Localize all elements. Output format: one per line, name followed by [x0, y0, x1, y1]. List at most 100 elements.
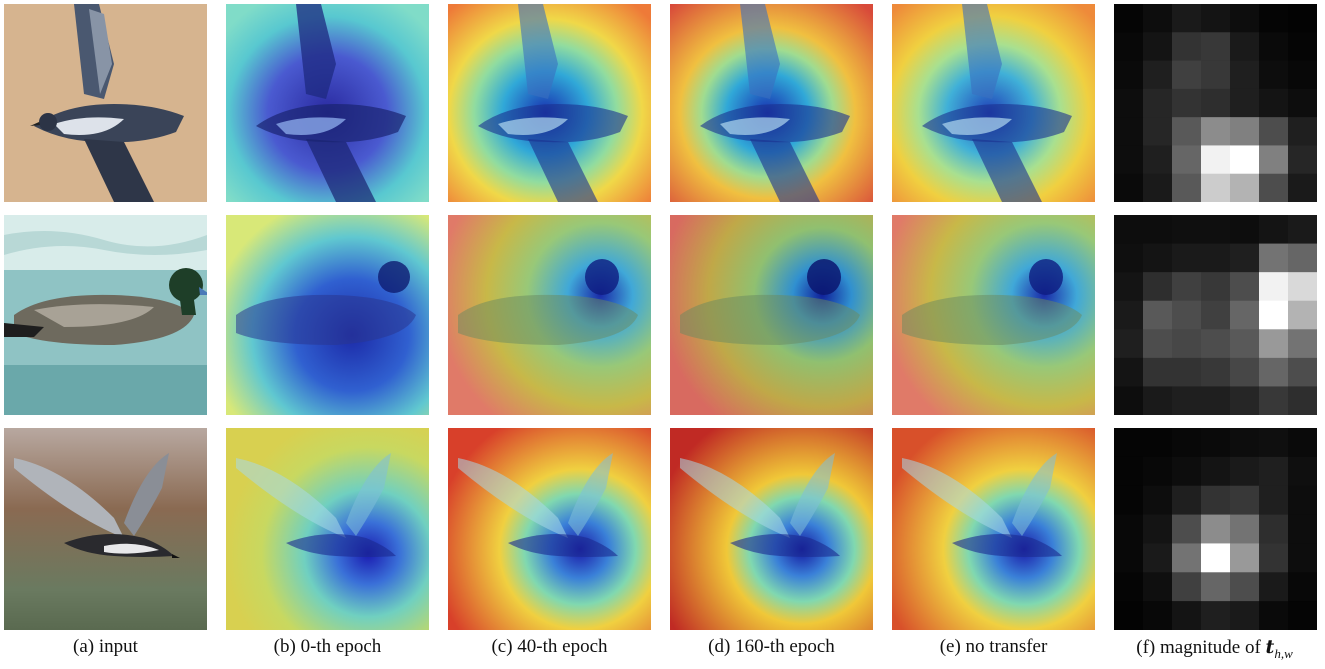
magnitude-cell-row1-4-2	[1172, 117, 1202, 146]
magnitude-cell-row2-3-4	[1230, 300, 1260, 330]
magnitude-cell-row1-3-3	[1201, 88, 1231, 118]
magnitude-cell-row2-4-3	[1201, 329, 1231, 359]
magnitude-cell-row2-2-0	[1114, 272, 1144, 301]
magnitude-cell-row2-2-5	[1259, 272, 1289, 301]
magnitude-cell-row2-0-4	[1230, 215, 1260, 244]
heatmap-bird-3-epoch-0	[226, 428, 429, 630]
magnitude-cell-row3-3-0	[1114, 514, 1144, 544]
magnitude-cell-row1-5-4	[1230, 145, 1260, 174]
magnitude-cell-row1-4-5	[1259, 117, 1289, 146]
magnitude-cell-row3-1-4	[1230, 456, 1260, 487]
magnitude-cell-row3-6-1	[1143, 601, 1173, 630]
magnitude-cell-row2-5-1	[1143, 357, 1173, 387]
caption-magnitude-subscript: h,w	[1274, 645, 1293, 661]
heatmap-bird-3-epoch-40	[448, 428, 651, 630]
magnitude-cell-row3-6-3	[1201, 601, 1231, 630]
magnitude-cell-row2-3-0	[1114, 300, 1144, 330]
magnitude-cell-row3-5-5	[1259, 572, 1289, 602]
input-image-duck	[4, 215, 207, 415]
magnitude-cell-row1-0-1	[1143, 4, 1173, 33]
magnitude-cell-row3-0-3	[1201, 428, 1231, 458]
magnitude-cell-row1-5-1	[1143, 145, 1173, 174]
magnitude-cell-row3-0-1	[1143, 428, 1173, 458]
magnitude-cell-row1-5-5	[1259, 145, 1289, 174]
magnitude-cell-row1-1-4	[1230, 32, 1260, 61]
caption-epoch-0: (b) 0-th epoch	[273, 636, 382, 657]
magnitude-cell-row2-4-1	[1143, 329, 1173, 359]
magnitude-cell-row3-2-6	[1288, 485, 1317, 515]
magnitude-cell-row1-0-2	[1172, 4, 1202, 33]
magnitude-cell-row3-2-4	[1230, 485, 1260, 515]
magnitude-cell-row2-5-4	[1230, 357, 1260, 387]
magnitude-cell-row3-4-1	[1143, 543, 1173, 573]
magnitude-cell-row2-2-4	[1230, 272, 1260, 301]
magnitude-cell-row1-0-3	[1201, 4, 1231, 33]
magnitude-cell-row3-1-0	[1114, 456, 1144, 487]
magnitude-cell-row3-3-3	[1201, 514, 1231, 544]
magnitude-cell-row3-3-1	[1143, 514, 1173, 544]
magnitude-cell-row3-2-1	[1143, 485, 1173, 515]
magnitude-cell-row3-1-1	[1143, 456, 1173, 487]
magnitude-map-row-1	[1114, 4, 1317, 202]
magnitude-cell-row2-2-2	[1172, 272, 1202, 301]
magnitude-cell-row3-1-3	[1201, 456, 1231, 487]
magnitude-cell-row1-5-3	[1201, 145, 1231, 174]
caption-epoch-40: (c) 40-th epoch	[491, 636, 608, 657]
magnitude-cell-row2-1-0	[1114, 243, 1144, 273]
magnitude-cell-row3-4-0	[1114, 543, 1144, 573]
magnitude-cell-row2-6-0	[1114, 386, 1144, 415]
magnitude-cell-row2-4-6	[1288, 329, 1317, 359]
magnitude-cell-row1-0-6	[1288, 4, 1317, 33]
magnitude-cell-row1-1-2	[1172, 32, 1202, 61]
magnitude-cell-row3-4-2	[1172, 543, 1202, 573]
magnitude-cell-row3-3-2	[1172, 514, 1202, 544]
magnitude-cell-row3-5-1	[1143, 572, 1173, 602]
heatmap-bird-1-epoch-0	[226, 4, 429, 202]
magnitude-cell-row1-6-3	[1201, 173, 1231, 202]
magnitude-cell-row2-1-5	[1259, 243, 1289, 273]
heatmap-bird-1-epoch-160	[670, 4, 873, 202]
magnitude-cell-row2-4-2	[1172, 329, 1202, 359]
magnitude-cell-row1-6-5	[1259, 173, 1289, 202]
magnitude-cell-row1-2-5	[1259, 60, 1289, 90]
magnitude-cell-row2-4-0	[1114, 329, 1144, 359]
magnitude-cell-row2-0-0	[1114, 215, 1144, 244]
magnitude-cell-row2-6-4	[1230, 386, 1260, 415]
magnitude-cell-row2-0-5	[1259, 215, 1289, 244]
magnitude-cell-row3-0-6	[1288, 428, 1317, 458]
magnitude-cell-row3-1-2	[1172, 456, 1202, 487]
magnitude-cell-row3-4-3	[1201, 543, 1231, 573]
magnitude-cell-row2-1-6	[1288, 243, 1317, 273]
magnitude-cell-row3-3-4	[1230, 514, 1260, 544]
magnitude-cell-row1-1-1	[1143, 32, 1173, 61]
magnitude-cell-row1-2-4	[1230, 60, 1260, 90]
magnitude-cell-row1-6-1	[1143, 173, 1173, 202]
magnitude-cell-row2-5-3	[1201, 357, 1231, 387]
magnitude-cell-row2-3-3	[1201, 300, 1231, 330]
magnitude-cell-row1-1-0	[1114, 32, 1144, 61]
heatmap-bird-3-no-transfer	[892, 428, 1095, 630]
magnitude-cell-row2-1-2	[1172, 243, 1202, 273]
magnitude-cell-row1-4-3	[1201, 117, 1231, 146]
magnitude-cell-row2-6-5	[1259, 386, 1289, 415]
magnitude-cell-row3-1-5	[1259, 456, 1289, 487]
magnitude-cell-row1-5-0	[1114, 145, 1144, 174]
magnitude-map-row-3	[1114, 428, 1317, 630]
magnitude-cell-row3-6-6	[1288, 601, 1317, 630]
magnitude-cell-row1-1-5	[1259, 32, 1289, 61]
magnitude-cell-row1-1-3	[1201, 32, 1231, 61]
magnitude-cell-row1-2-2	[1172, 60, 1202, 90]
magnitude-cell-row2-6-2	[1172, 386, 1202, 415]
magnitude-cell-row1-4-1	[1143, 117, 1173, 146]
magnitude-cell-row3-6-5	[1259, 601, 1289, 630]
magnitude-cell-row3-0-0	[1114, 428, 1144, 458]
magnitude-cell-row2-1-3	[1201, 243, 1231, 273]
input-image-bird-1	[4, 4, 207, 202]
magnitude-cell-row1-0-0	[1114, 4, 1144, 33]
heatmap-duck-epoch-40	[448, 215, 651, 415]
magnitude-cell-row1-6-2	[1172, 173, 1202, 202]
magnitude-cell-row3-0-5	[1259, 428, 1289, 458]
magnitude-cell-row1-0-5	[1259, 4, 1289, 33]
magnitude-cell-row3-5-6	[1288, 572, 1317, 602]
magnitude-cell-row3-3-5	[1259, 514, 1289, 544]
